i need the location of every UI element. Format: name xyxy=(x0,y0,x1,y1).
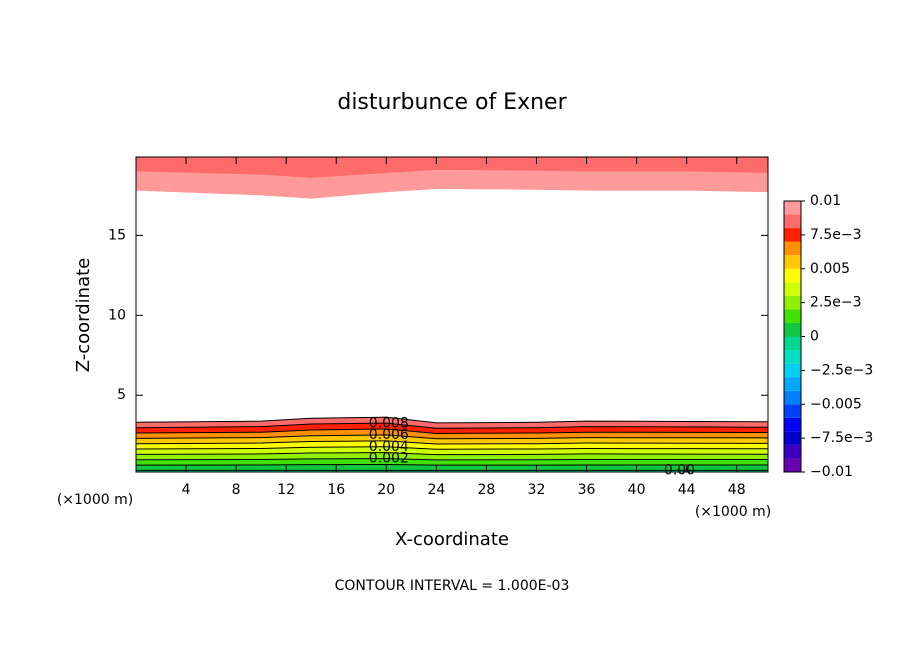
colorbar-tick-label: 7.5e−3 xyxy=(810,227,862,243)
y-axis-label: Z-coordinate xyxy=(73,258,94,373)
contour-line xyxy=(136,428,768,434)
x-tick-label: 8 xyxy=(232,482,241,498)
colorbar-swatch xyxy=(784,322,801,337)
x-tick-label: 48 xyxy=(728,482,746,498)
x-tick-label: 40 xyxy=(628,482,646,498)
colorbar-swatch xyxy=(784,214,801,229)
colorbar-swatch xyxy=(784,228,801,242)
contour-label: 0.00 xyxy=(664,462,695,478)
plot-frame xyxy=(135,156,769,473)
colorbar-swatch xyxy=(784,241,801,256)
colorbar-tick-label: 0.005 xyxy=(810,261,850,277)
colorbar-swatch xyxy=(784,363,801,378)
colorbar-swatch xyxy=(784,431,801,445)
contour-line xyxy=(136,416,768,424)
x-tick-label: 20 xyxy=(377,482,395,498)
x-axis-label: X-coordinate xyxy=(395,529,509,550)
contour-fill xyxy=(136,157,768,178)
x-tick-label: 24 xyxy=(427,482,445,498)
y-tick-label: 10 xyxy=(108,307,126,323)
y-tick-label: 5 xyxy=(117,387,126,403)
colorbar-swatch xyxy=(784,282,801,296)
x-tick-label: 16 xyxy=(327,482,345,498)
contour-line xyxy=(136,434,768,440)
contour-label: 0.004 xyxy=(369,439,409,455)
colorbar-swatch xyxy=(784,390,801,405)
chart-title: disturbunce of Exner xyxy=(337,90,567,115)
colorbar-tick-label: −0.005 xyxy=(810,396,862,412)
colorbar-swatch xyxy=(784,350,801,364)
x-tick-label: 36 xyxy=(578,482,596,498)
contour-line xyxy=(136,458,768,461)
colorbar-tick-label: −0.01 xyxy=(810,464,853,480)
contour-line xyxy=(136,446,768,450)
plot-area xyxy=(136,157,768,472)
contour-line xyxy=(136,452,768,456)
x-tick-label: 44 xyxy=(678,482,696,498)
contour-label: 0.006 xyxy=(369,427,409,443)
colorbar-swatch xyxy=(784,444,801,459)
colorbar-tick-label: −7.5e−3 xyxy=(810,430,873,446)
x-unit-label: (×1000 m) xyxy=(695,504,771,520)
colorbar-swatch xyxy=(784,458,801,472)
y-tick-label: 15 xyxy=(108,227,126,243)
colorbar-swatch xyxy=(784,268,801,283)
contour-label: 0.008 xyxy=(369,415,409,431)
colorbar-tick-label: 2.5e−3 xyxy=(810,295,862,311)
colorbar-swatch xyxy=(784,309,801,323)
x-tick-label: 4 xyxy=(182,482,191,498)
x-tick-label: 12 xyxy=(277,482,295,498)
colorbar-swatch xyxy=(784,255,801,269)
colorbar-swatch xyxy=(784,377,801,391)
contour-line xyxy=(136,440,768,445)
colorbar-swatch xyxy=(784,201,801,215)
colorbar-swatch xyxy=(784,295,801,310)
colorbar-tick-label: 0.01 xyxy=(810,193,841,209)
contour-label: 0.002 xyxy=(369,451,409,467)
x-unit-label: (×1000 m) xyxy=(57,492,133,508)
contour-line xyxy=(136,422,768,429)
colorbar-tick-label: 0 xyxy=(810,329,819,345)
footer-note: CONTOUR INTERVAL = 1.000E-03 xyxy=(335,578,570,594)
colorbar-swatch xyxy=(784,417,801,432)
colorbar-swatch xyxy=(784,336,801,351)
colorbar-tick-label: −2.5e−3 xyxy=(810,362,873,378)
x-tick-label: 28 xyxy=(478,482,496,498)
colorbar-swatch xyxy=(784,404,801,418)
x-tick-label: 32 xyxy=(528,482,546,498)
